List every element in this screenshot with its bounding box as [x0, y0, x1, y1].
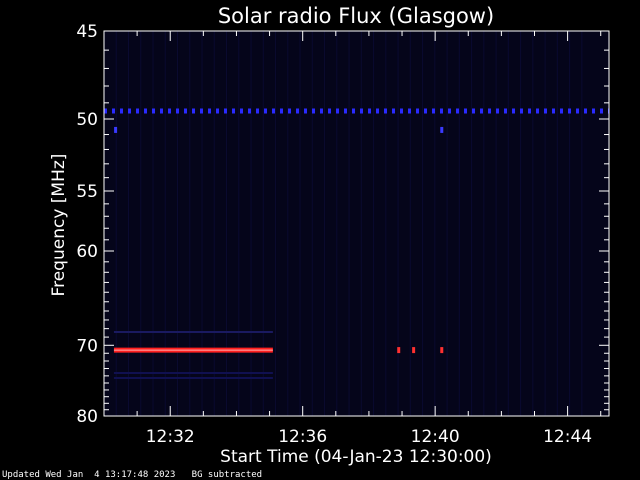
updated-timestamp: Updated Wed Jan 4 13:17:48 2023 [2, 470, 176, 480]
chart-title: Solar radio Flux (Glasgow) [218, 4, 494, 28]
y-tick-label: 45 [76, 22, 98, 42]
y-tick-label: 60 [76, 242, 98, 262]
x-tick-label: 12:36 [278, 427, 327, 447]
x-tick-label: 12:44 [543, 427, 592, 447]
y-tick-label: 50 [76, 110, 98, 130]
plot-frame [103, 30, 610, 417]
x-tick-label: 12:32 [146, 427, 195, 447]
y-tick-label: 70 [76, 336, 98, 356]
x-tick-label: 12:40 [411, 427, 460, 447]
axes: 45 50 55 60 70 80 12:32 12:36 12:40 12:44 [76, 22, 610, 447]
x-axis-title: Start Time (04-Jan-23 12:30:00) [220, 447, 492, 467]
plot-area [103, 31, 609, 416]
y-tick-label: 55 [76, 182, 98, 202]
emission-spot [412, 347, 416, 354]
y-axis-title: Frequency [MHz] [49, 154, 69, 297]
emission-spot [440, 347, 444, 354]
emission-spot [440, 126, 444, 133]
emission-spot [114, 126, 118, 133]
footer-status: Updated Wed Jan 4 13:17:48 2023 BG subtr… [2, 470, 262, 480]
bg-subtracted-note: BG subtracted [191, 470, 263, 480]
y-tick-label: 80 [76, 407, 98, 427]
emission-spot [397, 347, 401, 354]
